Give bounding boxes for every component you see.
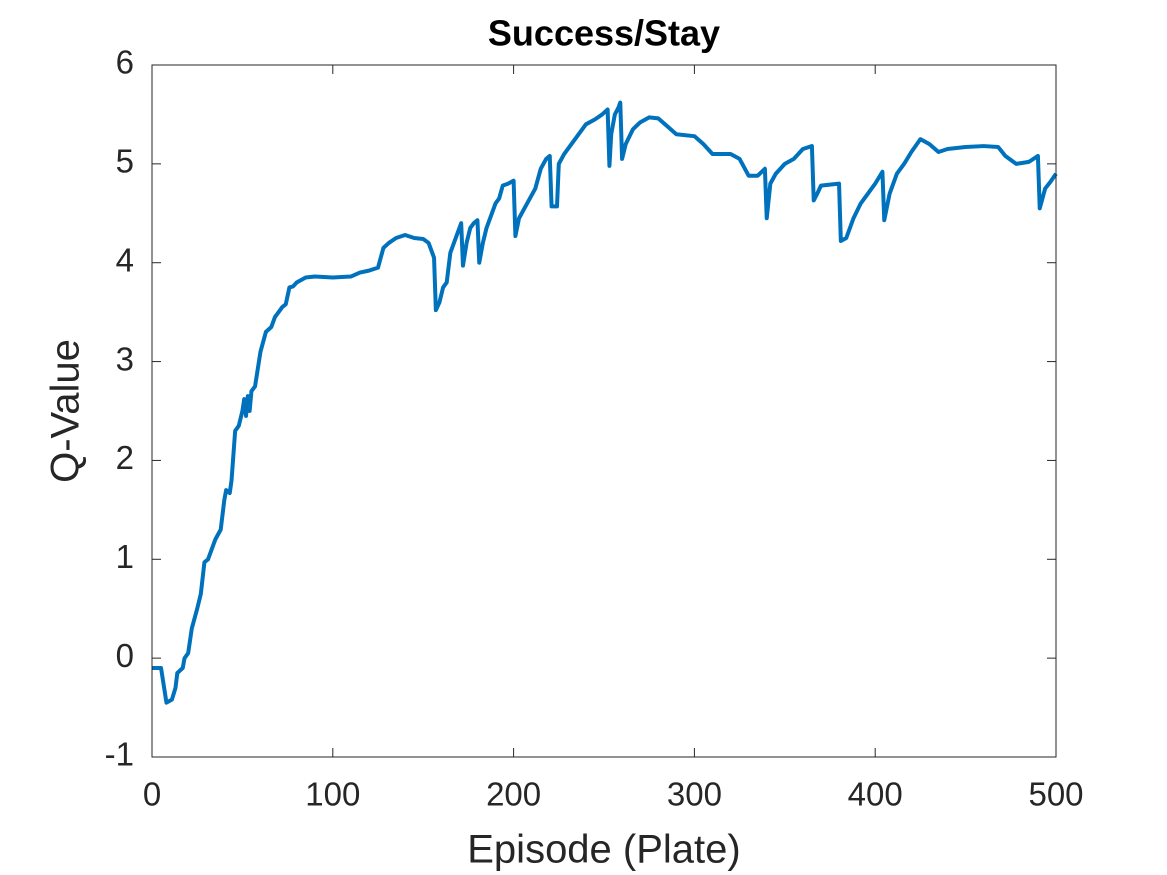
- y-tick-label: 1: [116, 538, 134, 575]
- y-tick-label: 5: [116, 143, 134, 180]
- x-tick-label: 0: [143, 776, 161, 813]
- y-tick-label: -1: [105, 736, 134, 773]
- data-line: [152, 100, 1058, 705]
- x-axis-label: Episode (Plate): [467, 828, 740, 872]
- x-tick-label: 300: [667, 776, 722, 813]
- x-tick-label: 100: [305, 776, 360, 813]
- x-tick-label: 400: [848, 776, 903, 813]
- x-tick-label: 500: [1028, 776, 1083, 813]
- chart-title: Success/Stay: [488, 13, 720, 54]
- axes-box: [151, 64, 1057, 758]
- y-axis-label: Q-Value: [44, 339, 88, 483]
- y-tick-label: 6: [116, 44, 134, 81]
- y-tick-label: 3: [116, 340, 134, 377]
- y-tick-label: 0: [116, 637, 134, 674]
- y-tick-label: 4: [116, 241, 134, 278]
- x-tick-label: 200: [486, 776, 541, 813]
- y-tick-label: 2: [116, 439, 134, 476]
